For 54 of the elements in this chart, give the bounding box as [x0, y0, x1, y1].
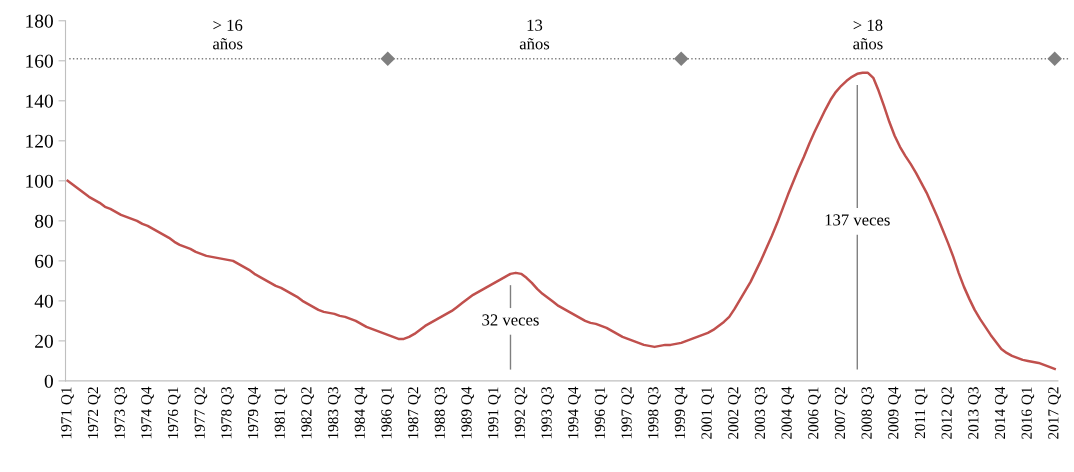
- y-tick-label: 160: [26, 54, 53, 68]
- x-tick-label: 1989 Q4: [461, 386, 474, 439]
- x-tick-label: 2006 Q1: [808, 387, 821, 439]
- y-tick-label: 140: [26, 94, 53, 108]
- x-tick-label: 2007 Q2: [834, 387, 848, 439]
- x-tick-label: 2013 Q3: [968, 387, 981, 439]
- x-tick-label: 2011 Q1: [914, 387, 928, 439]
- x-tick-label: 1977 Q2: [194, 387, 208, 439]
- x-tick-label: 1972 Q2: [87, 387, 101, 439]
- x-tick-label: 2017 Q2: [1048, 387, 1061, 439]
- annotation: 32 veces: [482, 314, 539, 326]
- x-tick-label: 1974 Q4: [141, 386, 154, 439]
- x-tick-label: 2001 Q1: [701, 387, 715, 439]
- x-tick-label: 1984 Q4: [354, 386, 368, 439]
- x-tick-label: 1988 Q3: [434, 387, 448, 439]
- x-tick-label: 1994 Q4: [568, 386, 581, 439]
- line-series: [66, 71, 1056, 371]
- x-tick-label: 1993 Q3: [541, 387, 554, 439]
- x-tick-label: 1983 Q3: [327, 387, 341, 439]
- y-tick-label: 120: [26, 134, 53, 148]
- x-tick-label: 2014 Q4: [994, 386, 1008, 439]
- x-tick-label: 1991 Q1: [488, 387, 501, 439]
- x-tick-label: 2012 Q2: [941, 387, 955, 439]
- x-tick-label: 1978 Q3: [221, 387, 234, 439]
- annotation: > 18 años: [853, 19, 883, 50]
- x-tick-label: 1981 Q1: [274, 387, 288, 439]
- x-tick-label: 1992 Q2: [514, 387, 528, 439]
- annotation: 13 años: [519, 19, 550, 50]
- x-tick-label: 1986 Q1: [381, 387, 394, 439]
- x-tick-label: 2003 Q3: [754, 387, 768, 439]
- y-tick-label: 0: [44, 374, 53, 388]
- x-tick-label: 1979 Q4: [247, 386, 261, 439]
- y-tick-label: 180: [26, 14, 53, 28]
- y-tick-label: 20: [35, 334, 53, 348]
- annotation: > 16 años: [213, 19, 243, 50]
- y-tick-label: 60: [35, 254, 53, 268]
- x-tick-label: 1973 Q3: [114, 387, 128, 439]
- x-tick-label: 2004 Q4: [781, 386, 795, 439]
- x-tick-label: 1998 Q3: [648, 387, 661, 439]
- x-tick-label: 1987 Q2: [407, 387, 421, 439]
- x-tick-label: 1976 Q1: [167, 387, 181, 439]
- x-tick-label: 2002 Q2: [728, 387, 741, 439]
- x-tick-label: 2008 Q3: [861, 387, 875, 439]
- x-tick-label: 1997 Q2: [621, 387, 635, 439]
- x-tick-label: 2009 Q4: [888, 386, 901, 439]
- x-tick-label: 1996 Q1: [594, 387, 608, 439]
- y-tick-label: 80: [35, 214, 53, 228]
- x-tick-label: 1971 Q1: [61, 387, 74, 439]
- y-tick-label: 100: [26, 174, 53, 188]
- annotation: 137 veces: [825, 214, 890, 226]
- x-tick-label: 1982 Q2: [301, 387, 314, 439]
- x-tick-label: 1999 Q4: [674, 386, 688, 439]
- y-tick-label: 40: [34, 294, 53, 308]
- x-tick-label: 2016 Q1: [1021, 387, 1035, 439]
